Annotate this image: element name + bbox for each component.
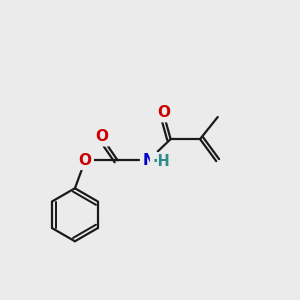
Text: ·H: ·H xyxy=(152,154,170,169)
Text: O: O xyxy=(95,129,108,144)
Text: O: O xyxy=(157,105,170,120)
Text: N: N xyxy=(142,153,155,168)
Text: O: O xyxy=(79,153,92,168)
